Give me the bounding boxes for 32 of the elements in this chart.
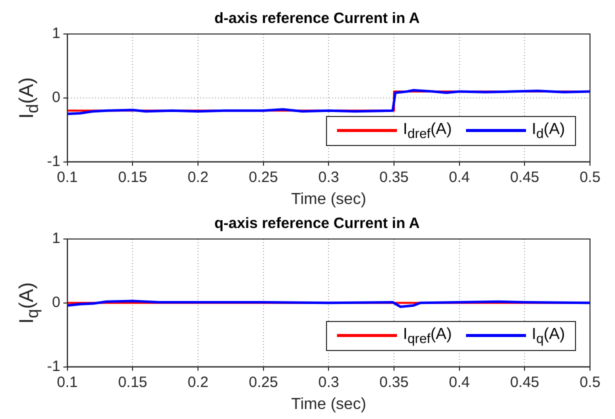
y-tick-label: -1: [46, 358, 60, 375]
chart-title: d-axis reference Current in A: [214, 10, 420, 28]
y-tick-label: 1: [52, 230, 60, 248]
legend-label: I$_{d}$(A): [532, 120, 565, 141]
chart-title: q-axis reference Current in A: [214, 215, 420, 232]
x-tick-label: 0.25: [248, 168, 278, 186]
y-tick-label: 0: [52, 89, 60, 106]
legend-label: I$_{dref}$(A): [403, 120, 452, 141]
y-tick-label: 1: [52, 25, 60, 42]
x-tick-label: 0.3: [318, 168, 340, 186]
x-tick-label: 0.15: [118, 168, 148, 186]
x-tick-label: 0.45: [510, 168, 540, 186]
x-axis-title: Time (sec): [291, 396, 366, 413]
legend-label: I$_{qref}$(A): [403, 326, 452, 346]
x-tick-label: 0.45: [510, 374, 540, 391]
x-tick-label: 0.25: [248, 374, 278, 391]
x-tick-label: 0.2: [188, 168, 208, 186]
x-tick-label: 0.4: [448, 168, 470, 186]
x-tick-label: 0.35: [379, 374, 409, 391]
x-tick-label: 0.2: [188, 374, 208, 391]
legend-label: I$_{q}$(A): [532, 326, 565, 346]
x-tick-label: 0.35: [379, 168, 409, 186]
x-tick-label: 0.4: [448, 374, 470, 391]
x-tick-label: 0.1: [56, 374, 78, 391]
y-tick-label: -1: [46, 152, 60, 170]
x-axis-title: Time (sec): [291, 190, 366, 208]
x-tick-label: 0.5: [580, 168, 600, 186]
x-tick-label: 0.5: [580, 374, 600, 391]
y-tick-label: 0: [52, 294, 60, 312]
x-tick-label: 0.1: [56, 168, 78, 186]
x-tick-label: 0.15: [118, 374, 148, 391]
x-tick-label: 0.3: [318, 374, 340, 391]
